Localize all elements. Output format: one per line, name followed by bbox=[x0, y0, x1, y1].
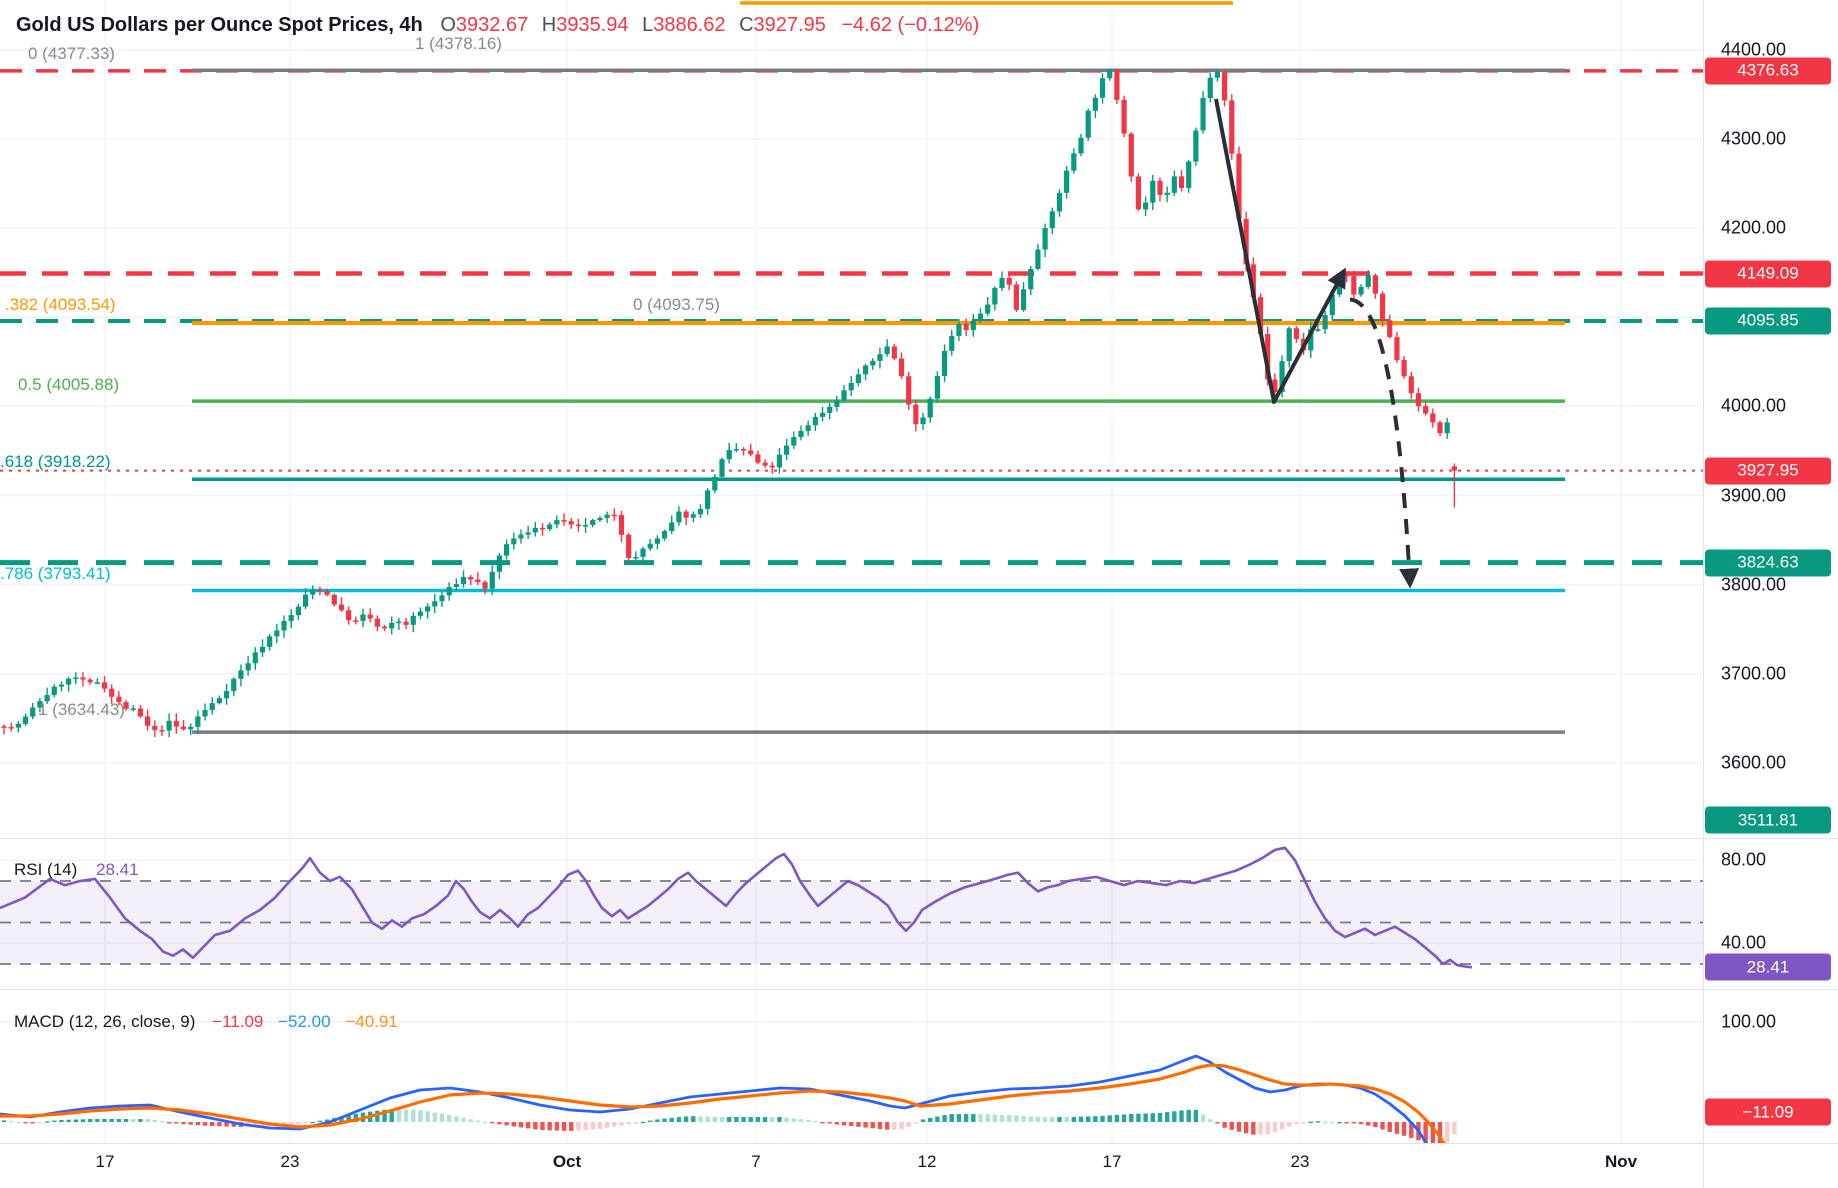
price-axis-tick[interactable]: 3800.00 bbox=[1721, 574, 1787, 595]
low-label: L bbox=[642, 14, 654, 36]
time-axis-label[interactable]: 7 bbox=[751, 1152, 761, 1171]
fib-label: .618 (3918.22) bbox=[0, 452, 111, 471]
price-level-badge: 3927.95 bbox=[1705, 457, 1831, 485]
price-level-badge: 4149.09 bbox=[1705, 260, 1831, 288]
drawn-solid-arrow[interactable] bbox=[1214, 98, 1346, 404]
close-value: 3927.95 bbox=[753, 14, 826, 36]
low-value: 3886.62 bbox=[653, 14, 726, 36]
time-axis-label[interactable]: 23 bbox=[280, 1152, 300, 1171]
open-label: O bbox=[440, 14, 456, 36]
fib-label: 1 (4378.16) bbox=[415, 34, 502, 53]
candles-layer bbox=[1, 69, 1457, 738]
price-level-badge: 3824.63 bbox=[1705, 549, 1831, 577]
fib-label: .786 (3793.41) bbox=[0, 564, 111, 583]
pane-separator[interactable] bbox=[0, 1143, 1838, 1144]
time-axis-label[interactable]: 23 bbox=[1290, 1152, 1310, 1171]
price-axis-tick[interactable]: 3600.00 bbox=[1721, 752, 1787, 773]
price-level-badge: 3511.81 bbox=[1705, 806, 1831, 834]
price-axis-tick[interactable]: 3900.00 bbox=[1721, 485, 1787, 505]
fib-label: 0.5 (4005.88) bbox=[18, 375, 120, 394]
price-axis-border bbox=[1703, 0, 1704, 1188]
price-axis-tick[interactable]: 3700.00 bbox=[1721, 663, 1787, 684]
time-axis-label[interactable]: Oct bbox=[552, 1152, 582, 1171]
time-axis-label[interactable]: 17 bbox=[95, 1152, 115, 1171]
rsi-axis-tick[interactable]: 40.00 bbox=[1721, 932, 1767, 953]
drawn-dashed-arrow[interactable] bbox=[1349, 297, 1420, 589]
time-axis-label[interactable]: 12 bbox=[917, 1152, 937, 1171]
time-axis-label[interactable]: 17 bbox=[1102, 1152, 1122, 1171]
rsi-layer bbox=[0, 846, 1473, 969]
macd-value-badge: −11.09 bbox=[1705, 1098, 1831, 1126]
symbol-title: Gold US Dollars per Ounce Spot Prices, 4… bbox=[16, 14, 423, 36]
close-label: C bbox=[739, 14, 754, 36]
rsi-value-badge: 28.41 bbox=[1705, 953, 1831, 981]
macd-axis-tick[interactable]: 100.00 bbox=[1721, 1011, 1777, 1032]
macd-header: MACD (12, 26, close, 9) −11.09 −52.00 −4… bbox=[14, 1012, 398, 1032]
pane-separator[interactable] bbox=[0, 989, 1838, 990]
price-axis-tick[interactable]: 4200.00 bbox=[1721, 217, 1787, 238]
price-axis-tick[interactable]: 4300.00 bbox=[1721, 128, 1787, 149]
symbol-header: Gold US Dollars per Ounce Spot Prices, 4… bbox=[16, 14, 979, 37]
open-value: 3932.67 bbox=[455, 14, 529, 36]
time-axis-label[interactable]: Nov bbox=[1604, 1152, 1638, 1171]
rsi-value: 28.41 bbox=[96, 860, 139, 879]
macd-signal-value: −40.91 bbox=[345, 1012, 398, 1031]
macd-line-value: −52.00 bbox=[278, 1012, 331, 1031]
rsi-axis-tick[interactable]: 80.00 bbox=[1721, 849, 1767, 870]
price-level-badge: 4095.85 bbox=[1705, 307, 1831, 335]
price-axis-tick[interactable]: 4000.00 bbox=[1721, 395, 1787, 416]
fib-label: 1 (3634.43) bbox=[38, 700, 125, 719]
fib-label: .382 (4093.54) bbox=[5, 295, 116, 314]
fib-label: 0 (4377.33) bbox=[28, 44, 115, 63]
price-axis-tick[interactable]: 4400.00 bbox=[1721, 39, 1787, 60]
rsi-title: RSI (14) bbox=[14, 860, 78, 879]
high-value: 3935.94 bbox=[556, 14, 629, 36]
high-label: H bbox=[541, 14, 557, 36]
pane-separator[interactable] bbox=[0, 838, 1838, 839]
price-level-badge: 4376.63 bbox=[1705, 57, 1831, 85]
macd-title: MACD (12, 26, close, 9) bbox=[14, 1012, 196, 1031]
macd-layer bbox=[0, 1054, 1457, 1143]
rsi-header: RSI (14) 28.41 bbox=[14, 860, 139, 880]
change-value: −4.62 (−0.12%) bbox=[841, 14, 980, 36]
fib-label: 0 (4093.75) bbox=[633, 295, 720, 314]
macd-hist-value: −11.09 bbox=[212, 1012, 264, 1031]
